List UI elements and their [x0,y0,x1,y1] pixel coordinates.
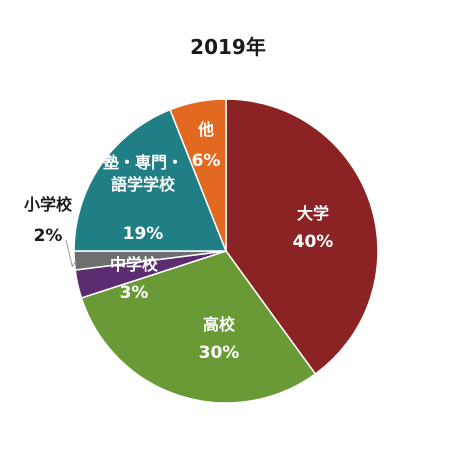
slice-labels: 大学 40% 高校 30% 中学校 3% 小学校 2% 塾・専門・語学学校 19% 他 6% [24,120,333,363]
leader-lines [65,239,77,268]
slice-value-label: 40% [293,232,334,252]
chart-title: 2019年 [190,35,266,59]
slice-name-label: 他 [197,120,214,139]
leader-line [65,239,77,268]
pie-slice [169,98,227,252]
slice-name-label: 中学校 [110,255,159,274]
pie-slice [80,250,317,404]
pie-slice [225,98,379,376]
slice-value-label: 2% [34,226,63,246]
slice-name-label: 高校 [203,315,236,334]
slice-value-label: 19% [123,224,164,244]
slice-value-label: 3% [120,283,149,303]
slice-name-label: 塾・専門・語学学校 [103,153,183,194]
pie-slice [73,108,228,252]
slice-value-label: 30% [199,343,240,363]
slice-name-label: 小学校 [24,195,73,214]
slice-value-label: 6% [192,151,221,171]
pie-slices [73,98,379,404]
slice-name-label: 大学 [297,204,329,223]
